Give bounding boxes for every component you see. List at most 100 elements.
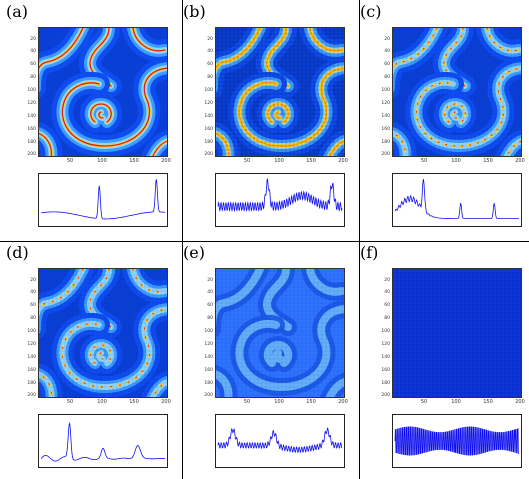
x-tick-label: 200 — [161, 158, 171, 164]
wave-front-inner — [90, 103, 112, 123]
y-tick-label: 80 — [30, 75, 36, 80]
y-tick-label: 100 — [27, 88, 36, 93]
wave-band-core — [216, 370, 233, 397]
y-tick-label: 120 — [204, 101, 213, 106]
wave-front-broken-inner — [486, 28, 520, 52]
y-tick-label: 200 — [204, 393, 213, 398]
wave-front-inner — [216, 28, 261, 69]
y-tick-label: 40 — [30, 290, 36, 295]
y-tick-label: 160 — [27, 368, 36, 373]
wave-front-broken-inner — [152, 381, 167, 397]
x-tick-label: 50 — [66, 399, 74, 405]
wave-front-broken-inner — [444, 103, 466, 123]
spiral-wave-map — [392, 268, 522, 398]
panel-label: (c) — [360, 2, 382, 21]
y-tick-label: 100 — [204, 88, 213, 93]
signal-trace — [215, 173, 345, 227]
signal-trace — [392, 173, 522, 227]
spiral-wave-map — [215, 268, 345, 398]
y-tick-label: 20 — [207, 278, 213, 283]
y-tick-label: 20 — [30, 278, 36, 283]
y-tick-label: 20 — [30, 37, 36, 42]
y-tick-label: 60 — [207, 303, 213, 308]
y-tick-label: 20 — [207, 37, 213, 42]
grid-mesh — [393, 269, 521, 397]
y-tick-label: 20 — [384, 37, 390, 42]
y-tick-label: 140 — [27, 355, 36, 360]
trace-line — [40, 179, 166, 220]
y-tick-label: 80 — [384, 75, 390, 80]
y-tick-label: 20 — [384, 278, 390, 283]
wave-front-inner — [267, 103, 289, 123]
x-tick-label: 150 — [483, 158, 493, 164]
panel-label: (e) — [183, 243, 205, 262]
y-tick-label: 40 — [207, 49, 213, 54]
y-tick-label: 140 — [204, 114, 213, 119]
wave-front-broken-inner — [89, 269, 112, 328]
wave-front-broken-inner — [39, 374, 52, 397]
x-tick-label: 50 — [243, 399, 251, 405]
wave-band-core — [130, 269, 167, 295]
y-tick-label: 100 — [27, 329, 36, 334]
trace-line — [217, 427, 343, 454]
y-tick-label: 200 — [27, 393, 36, 398]
spiral-wave-map — [38, 27, 168, 157]
map-background — [393, 269, 521, 397]
wave-band-core — [216, 269, 264, 330]
y-tick-label: 140 — [381, 355, 390, 360]
wave-front-broken — [39, 269, 85, 311]
y-tick-label: 160 — [204, 368, 213, 373]
x-tick-label: 150 — [483, 399, 493, 405]
wave-front-broken — [61, 308, 167, 389]
x-tick-label: 200 — [338, 399, 348, 405]
y-tick-label: 80 — [207, 75, 213, 80]
signal-trace — [215, 414, 345, 468]
y-tick-label: 160 — [381, 127, 390, 132]
signal-trace — [38, 173, 168, 227]
panel-label: (b) — [183, 2, 206, 21]
y-tick-label: 200 — [204, 152, 213, 157]
wave-front-inner — [152, 140, 167, 156]
y-tick-label: 60 — [30, 62, 36, 67]
x-tick-label: 100 — [97, 158, 107, 164]
x-tick-label: 150 — [129, 399, 139, 405]
y-tick-label: 200 — [381, 393, 390, 398]
wave-band-core — [306, 269, 344, 296]
wave-front-inner — [61, 67, 167, 147]
y-tick-label: 80 — [384, 316, 390, 321]
x-tick-label: 100 — [274, 158, 284, 164]
y-tick-label: 160 — [27, 127, 36, 132]
wave-front-broken — [393, 28, 439, 70]
y-tick-label: 80 — [207, 316, 213, 321]
y-tick-label: 180 — [381, 140, 390, 145]
x-tick-label: 50 — [420, 158, 428, 164]
wave-front-broken — [505, 140, 521, 156]
wave-front-inner — [329, 140, 344, 156]
figure-panel: (c) 20 40 60 80 100 120 140 160 180 200 50 100 150 200 — [359, 0, 529, 232]
y-tick-label: 80 — [30, 316, 36, 321]
trace-line — [40, 421, 166, 462]
wave-front-inner — [238, 67, 344, 147]
x-tick-label: 50 — [420, 399, 428, 405]
spiral-wave-map — [392, 27, 522, 157]
x-tick-label: 50 — [243, 158, 251, 164]
y-tick-label: 120 — [204, 342, 213, 347]
signal-trace — [392, 414, 522, 468]
wave-front-broken — [415, 67, 521, 148]
y-tick-label: 200 — [27, 152, 36, 157]
wave-band-core — [263, 340, 293, 367]
y-tick-label: 140 — [381, 114, 390, 119]
y-tick-label: 60 — [30, 303, 36, 308]
y-tick-label: 180 — [204, 140, 213, 145]
y-tick-label: 40 — [384, 49, 390, 54]
panel-label: (d) — [6, 243, 29, 262]
y-tick-label: 60 — [384, 62, 390, 67]
panel-label: (a) — [6, 2, 29, 21]
panel-label: (f) — [360, 243, 379, 262]
horizontal-divider — [0, 241, 529, 242]
y-tick-label: 100 — [381, 88, 390, 93]
spiral-wave-map — [215, 27, 345, 157]
y-tick-label: 180 — [27, 140, 36, 145]
y-tick-label: 40 — [207, 290, 213, 295]
wave-band-core — [235, 305, 344, 392]
